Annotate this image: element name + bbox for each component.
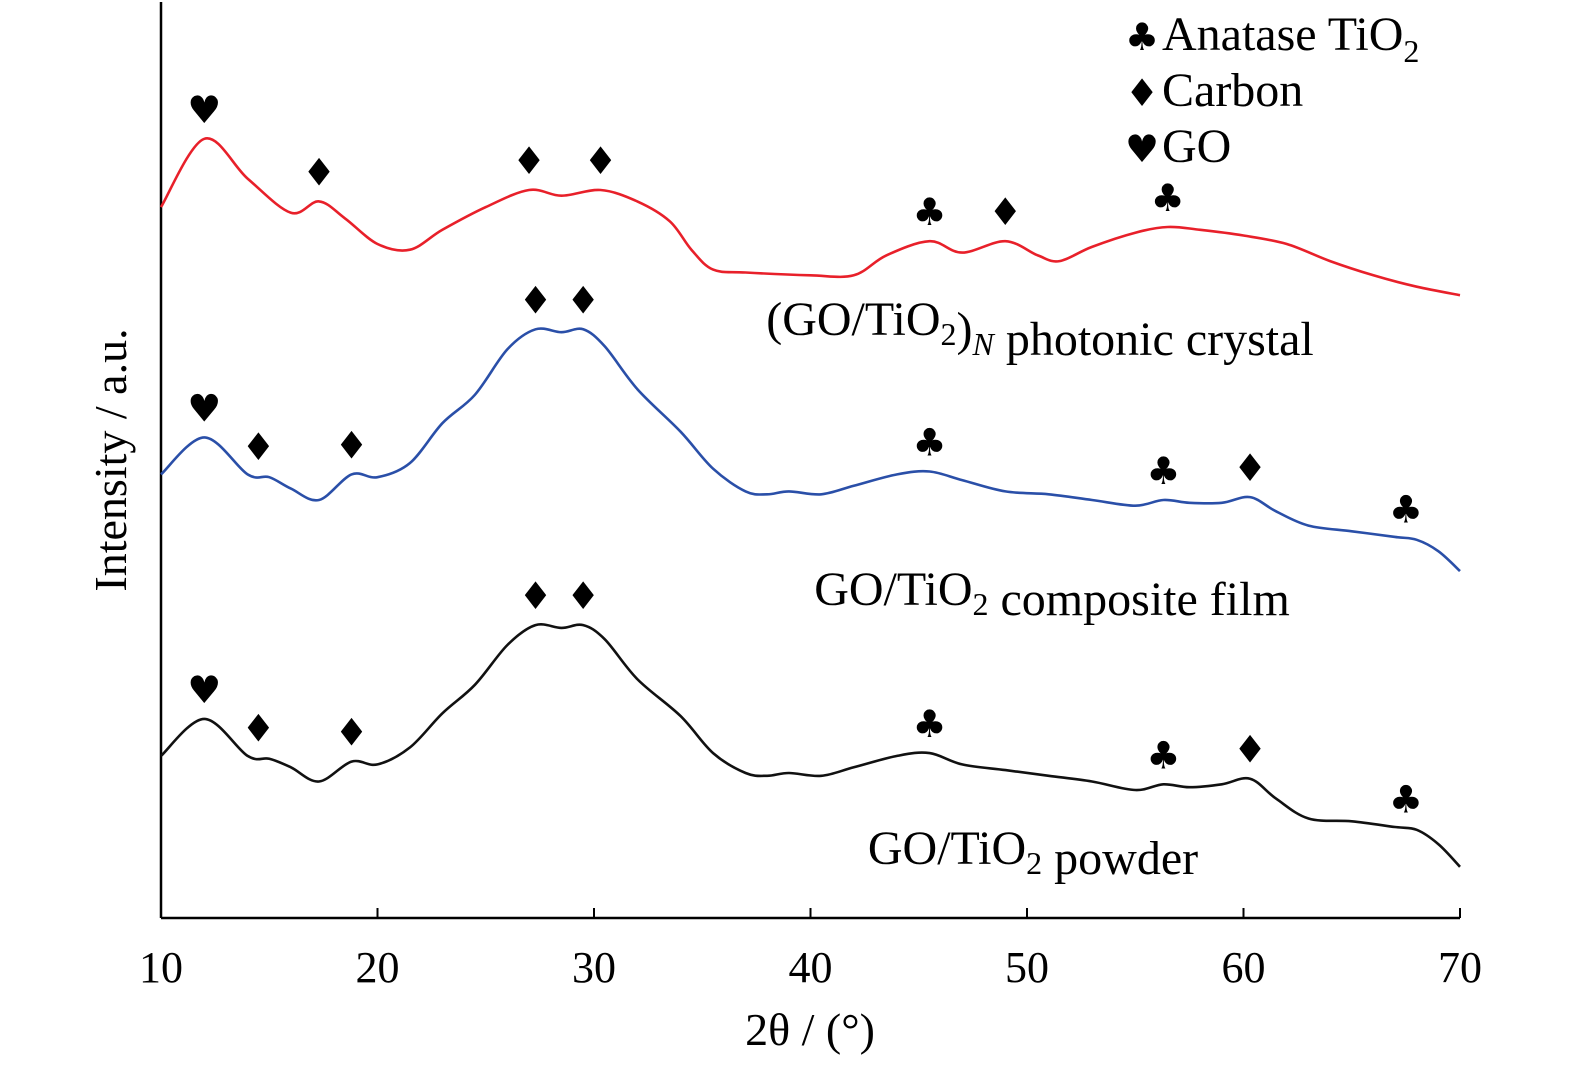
x-tick-label: 50: [1005, 943, 1049, 992]
series-label-part: composite film: [989, 573, 1290, 626]
series-group: [159, 137, 1461, 868]
diamond-icon: ♦: [512, 139, 546, 183]
series-line-powder: [160, 623, 1461, 868]
peak-markers: ♥ ♦ ♦ ♦ ♣ ♦ ♣ ♥ ♦ ♦ ♦ ♦ ♣ ♣ ♦ ♣ ♥ ♦ ♦ ♦ ♦ ♣ ♣ ♦ ♣: [187, 88, 1423, 822]
x-axis-label: 2θ / (°): [745, 1004, 875, 1055]
x-tick-label: 20: [356, 943, 400, 992]
series-label-part: GO/TiO: [868, 822, 1026, 875]
x-tick-label: 10: [139, 943, 183, 992]
club-icon: ♣: [1146, 449, 1180, 493]
x-tick-label: 30: [572, 943, 616, 992]
diamond-icon: ♦: [334, 711, 368, 755]
series-line-photonic-crystal: [159, 137, 1461, 297]
club-icon: ♣: [1125, 15, 1159, 59]
series-label-composite-film: GO/TiO2 composite film: [814, 563, 1290, 626]
series-label-part: 2: [941, 316, 957, 352]
diamond-icon: ♦: [334, 423, 368, 467]
series-label-part: photonic crystal: [994, 313, 1314, 366]
heart-icon: ♥: [187, 88, 221, 132]
legend-label: Carbon: [1162, 64, 1303, 117]
series-label-powder: GO/TiO2 powder: [868, 822, 1198, 885]
series-label-part: powder: [1042, 832, 1198, 885]
series-label-photonic-crystal: (GO/TiO2)N photonic crystal: [766, 293, 1314, 366]
club-icon: ♣: [1146, 733, 1180, 777]
diamond-icon: ♦: [241, 706, 275, 750]
club-icon: ♣: [913, 421, 947, 465]
diamond-icon: ♦: [1125, 71, 1159, 115]
diamond-icon: ♦: [988, 190, 1022, 234]
diamond-icon: ♦: [519, 278, 553, 322]
y-axis-label: Intensity / a.u.: [85, 328, 136, 591]
diamond-icon: ♦: [566, 278, 600, 322]
club-icon: ♣: [1151, 176, 1185, 220]
diamond-icon: ♦: [566, 574, 600, 618]
x-tick-label: 70: [1438, 943, 1482, 992]
heart-icon: ♥: [187, 386, 221, 430]
series-label-part: ): [957, 303, 973, 356]
series-label-part: GO/TiO: [814, 563, 972, 616]
series-label-part: 2: [973, 586, 989, 622]
diamond-icon: ♦: [583, 139, 617, 183]
heart-icon: ♥: [1125, 127, 1159, 171]
series-label-part: (GO/TiO: [766, 293, 940, 346]
legend: ♣ Anatase TiO2♦ Carbon♥ GO: [1125, 8, 1419, 173]
x-tick-label: 60: [1222, 943, 1266, 992]
heart-icon: ♥: [187, 668, 221, 712]
x-tick-label: 40: [789, 943, 833, 992]
diamond-icon: ♦: [302, 150, 336, 194]
diamond-icon: ♦: [1233, 446, 1267, 490]
legend-label: Anatase TiO2: [1162, 8, 1419, 69]
series-label-part: N: [972, 326, 996, 362]
club-icon: ♣: [1389, 777, 1423, 821]
diamond-icon: ♦: [519, 574, 553, 618]
legend-label: GO: [1162, 120, 1231, 173]
diamond-icon: ♦: [241, 425, 275, 469]
club-icon: ♣: [1389, 487, 1423, 531]
x-ticks: 10 20 30 40 50 60 70: [139, 908, 1482, 992]
diamond-icon: ♦: [1233, 728, 1267, 772]
club-icon: ♣: [913, 702, 947, 746]
series-line-composite-film: [160, 327, 1461, 573]
club-icon: ♣: [913, 190, 947, 234]
series-label-part: 2: [1026, 845, 1042, 881]
